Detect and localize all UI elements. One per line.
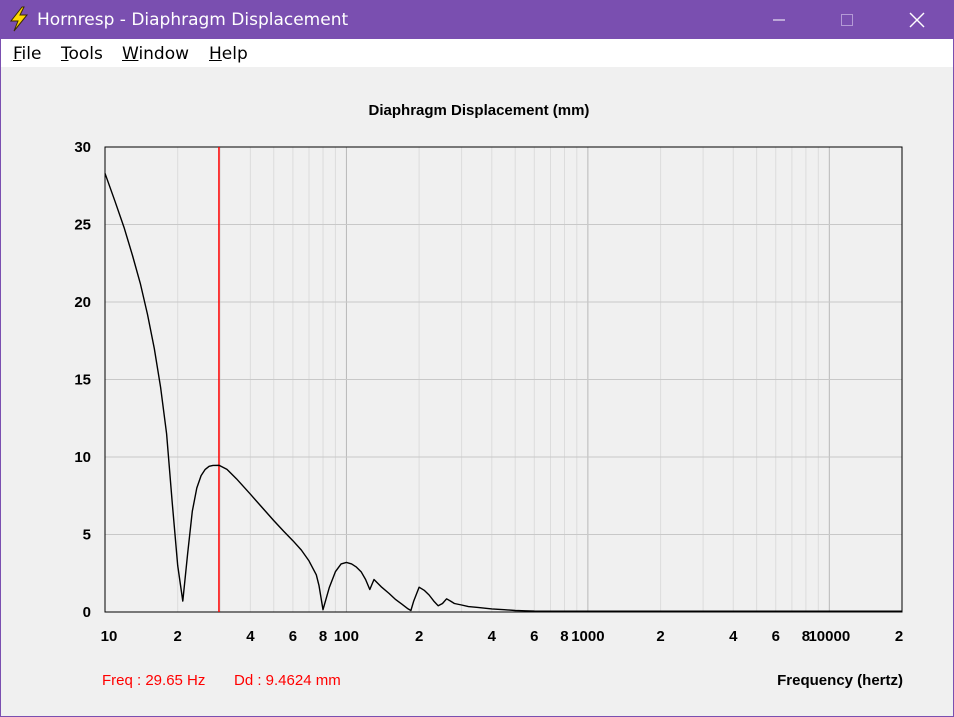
x-tick-label: 4 [729,628,738,645]
x-tick-label: 2 [656,628,664,645]
plot-frame [104,146,903,613]
x-tick-label: 6 [289,628,297,645]
x-axis-label: Frequency (hertz) [777,672,903,689]
series-line-displacement [104,173,902,612]
x-tick-label: 100 [334,628,359,645]
x-tick-label: 4 [246,628,255,645]
x-tick-label: 8 [319,628,327,645]
minimize-icon [773,19,785,21]
menu-bar: File Tools Window Help [1,39,953,67]
maximize-button[interactable] [817,1,877,39]
x-tick-label: 2 [415,628,423,645]
x-tick-label: 6 [530,628,538,645]
minimize-button[interactable] [749,1,809,39]
menu-window[interactable]: Window [122,44,190,64]
x-tick-label: 10 [101,628,118,645]
y-axis-ticks: 0 5 10 15 20 25 30 [74,139,91,621]
plot-area[interactable]: Diaphragm Displacement (mm) 0 5 10 15 20 25 30… [1,67,953,716]
x-tick-label: 4 [488,628,497,645]
x-tick-label: 8 [560,628,568,645]
grid [105,147,902,612]
y-tick-label: 20 [74,294,91,311]
y-tick-label: 5 [83,527,91,544]
y-tick-label: 10 [74,449,91,466]
readout-frequency: Freq : 29.65 Hz [102,672,205,689]
window-title: Hornresp - Diaphragm Displacement [37,10,349,30]
close-button[interactable] [887,1,947,39]
x-tick-label: 2 [895,628,903,645]
menu-file[interactable]: File [13,44,42,64]
y-tick-label: 15 [74,372,91,389]
maximize-icon [841,14,853,26]
x-tick-label: 6 [772,628,780,645]
chart-title: Diaphragm Displacement (mm) [369,102,590,119]
readout-displacement: Dd : 9.4624 mm [234,672,341,689]
x-tick-label: 8 [802,628,810,645]
title-bar[interactable]: Hornresp - Diaphragm Displacement [1,1,953,39]
lightning-bolt-icon [9,6,29,32]
menu-tools[interactable]: Tools [61,44,103,64]
y-tick-label: 0 [83,604,91,621]
displacement-chart[interactable]: Diaphragm Displacement (mm) 0 5 10 15 20 25 30… [1,67,953,716]
menu-help[interactable]: Help [209,44,248,64]
y-tick-label: 25 [74,217,91,234]
y-tick-label: 30 [74,139,91,156]
x-tick-label: 10000 [808,628,850,645]
x-tick-label: 1000 [571,628,604,645]
x-tick-label: 2 [174,628,182,645]
close-icon [909,12,925,28]
